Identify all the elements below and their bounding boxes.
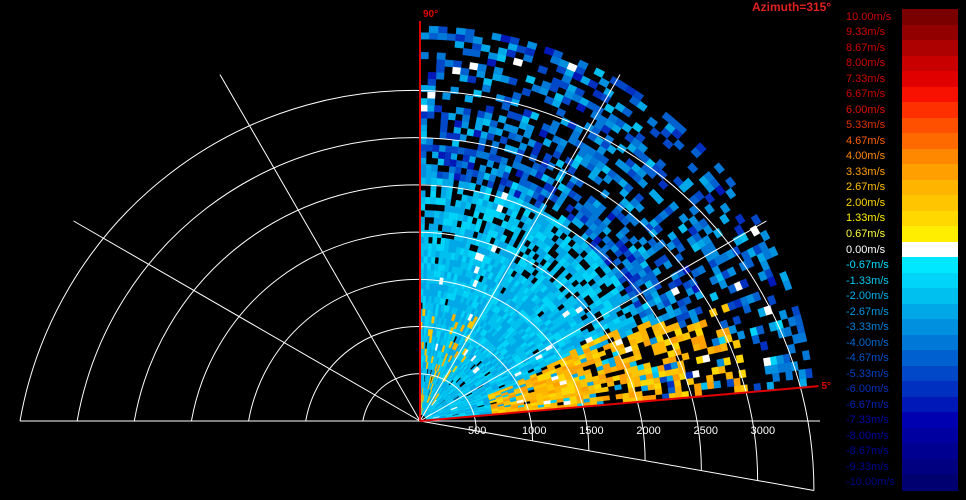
- colorbar-swatch: [902, 272, 958, 289]
- colorbar-label: 0.00m/s: [846, 243, 886, 256]
- colorbar-label: -3.33m/s: [846, 321, 889, 334]
- colorbar-swatch: [902, 474, 958, 491]
- colorbar-label: -6.00m/s: [846, 383, 889, 396]
- range-ring: [362, 373, 477, 431]
- range-tick-label: 2000: [636, 425, 660, 437]
- colorbar-swatch: [902, 303, 958, 320]
- colorbar-swatch: [902, 458, 958, 476]
- colorbar-label: 2.00m/s: [846, 196, 886, 209]
- colorbar-swatch: [902, 241, 958, 258]
- colorbar-label: -5.33m/s: [846, 367, 889, 380]
- colorbar-swatch: [902, 350, 958, 367]
- velocity-cells: [419, 25, 813, 421]
- range-tick-label: 2500: [693, 425, 717, 437]
- range-tick-labels: 500 1000 1500 2000 2500 3000: [468, 425, 775, 437]
- colorbar-swatch: [902, 412, 958, 429]
- azimuth-spoke: [419, 420, 815, 491]
- colorbar-swatch: [902, 164, 958, 181]
- range-tick-label: 1500: [579, 425, 603, 437]
- colorbar-swatch: [902, 71, 958, 88]
- colorbar-swatch: [902, 9, 958, 26]
- colorbar-swatch: [902, 117, 958, 134]
- colorbar-swatch: [902, 396, 958, 413]
- colorbar-label: -4.00m/s: [846, 336, 889, 349]
- azimuth-spoke: [219, 74, 421, 422]
- range-ring: [19, 89, 815, 491]
- colorbar-label: -2.00m/s: [846, 290, 889, 303]
- azimuth-spoke: [73, 220, 421, 422]
- colorbar-label: 2.67m/s: [846, 181, 886, 194]
- colorbar-swatch: [902, 55, 958, 72]
- colorbar-label: -8.00m/s: [846, 429, 889, 442]
- colorbar-label: -6.67m/s: [846, 398, 889, 411]
- colorbar-swatch: [902, 226, 958, 243]
- range-tick-label: 3000: [751, 425, 775, 437]
- colorbar-label: 6.67m/s: [846, 88, 886, 101]
- range-tick-label: 1000: [522, 425, 546, 437]
- colorbar-swatch: [902, 179, 958, 196]
- colorbar-label: 8.67m/s: [846, 41, 886, 54]
- range-tick-label: 500: [468, 425, 486, 437]
- colorbar-swatch: [902, 381, 958, 398]
- velocity-cell-group: [427, 34, 777, 294]
- colorbar-swatch: [902, 40, 958, 57]
- colorbar-label: -8.67m/s: [846, 445, 889, 458]
- colorbar-label: 3.33m/s: [846, 165, 886, 178]
- range-ring: [248, 278, 590, 451]
- colorbar-swatch: [902, 443, 958, 460]
- colorbar-label: -9.33m/s: [846, 460, 889, 473]
- polar-grid: [19, 21, 820, 491]
- colorbar-swatch: [902, 195, 958, 212]
- sector-edge: [419, 385, 819, 422]
- colorbar-label: 4.67m/s: [846, 134, 886, 147]
- colorbar-label: -10.00m/s: [846, 476, 895, 489]
- velocity-cell-group: [419, 57, 773, 419]
- range-ring: [305, 326, 534, 441]
- colorbar-label: 8.00m/s: [846, 57, 886, 70]
- azimuth-spoke: [419, 74, 621, 422]
- angle-label-top: 90°: [423, 9, 438, 20]
- colorbar-labels: 10.00m/s 9.33m/s 8.67m/s 8.00m/s 7.33m/s 6.67…: [846, 9, 902, 490]
- colorbar-swatch: [902, 102, 958, 119]
- colorbar-swatch: [902, 210, 958, 227]
- colorbar-swatch: [902, 86, 958, 103]
- colorbar-label: 4.00m/s: [846, 150, 886, 163]
- colorbar-swatch: [902, 24, 958, 41]
- colorbar-swatch: [902, 334, 958, 351]
- colorbar-label: -0.67m/s: [846, 259, 889, 272]
- colorbar-label: -1.33m/s: [846, 274, 889, 287]
- colorbar-label: -4.67m/s: [846, 352, 889, 365]
- range-ring: [133, 184, 702, 471]
- chart-title: Azimuth=315°: [752, 0, 832, 14]
- colorbar-label: 0.67m/s: [846, 227, 886, 240]
- colorbar-label: 10.00m/s: [846, 10, 892, 23]
- colorbar-swatch: [902, 133, 958, 150]
- range-ring: [76, 137, 759, 481]
- colorbar-label: 7.33m/s: [846, 72, 886, 85]
- colorbar-label: 6.00m/s: [846, 103, 886, 116]
- colorbar-swatch: [902, 148, 958, 165]
- colorbar-label: 9.33m/s: [846, 26, 886, 39]
- rhi-scan-plot: 500 1000 1500 2000 2500 3000 90° 5°: [19, 9, 831, 491]
- azimuth-spoke: [419, 220, 767, 422]
- range-ring: [190, 231, 646, 461]
- colorbar-swatch: [902, 288, 958, 305]
- colorbar-swatch: [902, 257, 958, 274]
- colorbar-label: -7.33m/s: [846, 414, 889, 427]
- colorbar: [902, 9, 958, 491]
- colorbar-swatch: [902, 319, 958, 336]
- colorbar-swatch: [902, 365, 958, 382]
- angle-label-bottom: 5°: [821, 381, 831, 392]
- colorbar-swatch: [902, 427, 958, 445]
- colorbar-label: 5.33m/s: [846, 119, 886, 132]
- colorbar-label: 1.33m/s: [846, 212, 886, 225]
- colorbar-label: -2.67m/s: [846, 305, 889, 318]
- angle-labels: 90° 5°: [423, 9, 831, 392]
